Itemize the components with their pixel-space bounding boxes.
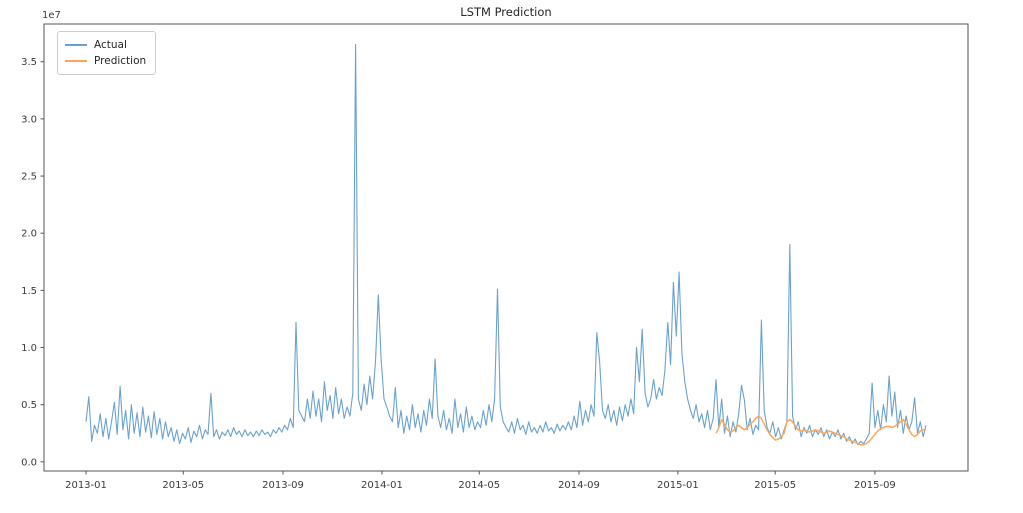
- y-tick-label: 1.0: [21, 343, 37, 354]
- prediction-line-swatch: [65, 60, 87, 62]
- x-tick-label: 2015-09: [854, 480, 896, 491]
- y-axis-offset-label: 1e7: [42, 10, 61, 21]
- legend-label-actual: Actual: [94, 39, 127, 51]
- prediction-series-line: [715, 415, 926, 446]
- legend-label-prediction: Prediction: [94, 55, 147, 67]
- chart-title: LSTM Prediction: [460, 5, 551, 19]
- x-tick-label: 2013-05: [162, 480, 204, 491]
- legend-box: Actual Prediction: [57, 31, 157, 75]
- x-tick-label: 2014-05: [458, 480, 500, 491]
- y-tick-label: 1.5: [21, 286, 37, 297]
- x-tick-label: 2013-01: [65, 480, 107, 491]
- actual-line-swatch: [65, 44, 87, 46]
- y-tick-label: 0.0: [21, 457, 37, 468]
- x-tick-label: 2015-01: [657, 480, 699, 491]
- y-tick-label: 3.5: [21, 57, 37, 68]
- plot-frame: [43, 23, 969, 472]
- actual-series-line: [85, 44, 927, 446]
- legend-item-actual: Actual: [65, 37, 146, 53]
- legend-item-prediction: Prediction: [65, 53, 146, 69]
- y-tick-label: 3.0: [21, 114, 37, 125]
- y-tick-label: 2.0: [21, 229, 37, 240]
- x-tick-label: 2015-05: [754, 480, 796, 491]
- x-tick-label: 2014-01: [361, 480, 403, 491]
- x-tick-label: 2013-09: [262, 480, 304, 491]
- y-tick-label: 0.5: [21, 400, 37, 411]
- x-tick-label: 2014-09: [558, 480, 600, 491]
- y-tick-label: 2.5: [21, 172, 37, 183]
